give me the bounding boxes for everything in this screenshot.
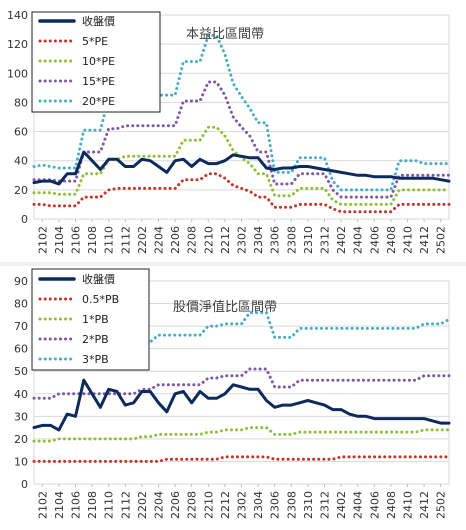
x-tick-label: 2106 bbox=[70, 491, 83, 519]
legend-label: 20*PE bbox=[82, 95, 115, 108]
series-line-3 bbox=[32, 367, 451, 400]
x-tick-label: 2110 bbox=[103, 491, 116, 519]
x-tick-label: 2102 bbox=[36, 226, 49, 254]
x-tick-label: 2212 bbox=[219, 226, 232, 254]
y-tick-label: 40 bbox=[14, 155, 28, 168]
legend-label: 0.5*PB bbox=[82, 293, 119, 306]
series-line-3 bbox=[32, 80, 451, 199]
pe-band-chart-panel: 0 20 40 60 80 100 120 140 2102 2104 2106 2108 2110 21… bbox=[0, 0, 466, 262]
series-line-1 bbox=[32, 172, 451, 214]
y-tick-label: 0 bbox=[21, 478, 28, 491]
x-tick-label: 2408 bbox=[385, 491, 398, 519]
x-tick-label: 2112 bbox=[119, 491, 132, 519]
series-line-2 bbox=[32, 125, 451, 206]
x-tick-label: 2306 bbox=[269, 491, 282, 519]
series-line-2 bbox=[32, 426, 451, 443]
x-tick-label: 2212 bbox=[219, 491, 232, 519]
y-tick-label: 70 bbox=[14, 320, 28, 333]
y-tick-label: 100 bbox=[7, 67, 28, 80]
x-tick-label: 2104 bbox=[53, 491, 66, 519]
x-tick-label: 2302 bbox=[236, 491, 249, 519]
x-tick-label: 2202 bbox=[136, 226, 149, 254]
x-tick-label: 2402 bbox=[335, 226, 348, 254]
x-tick-label: 2306 bbox=[269, 226, 282, 254]
x-tick-label: 2302 bbox=[236, 226, 249, 254]
y-tick-label: 80 bbox=[14, 298, 28, 311]
y-tick-label: 20 bbox=[14, 184, 28, 197]
x-tick-label: 2312 bbox=[319, 226, 332, 254]
legend-label: 1*PB bbox=[82, 313, 109, 326]
y-tick-label: 120 bbox=[7, 38, 28, 51]
chart-title: 股價淨值比區間帶 bbox=[173, 299, 277, 315]
y-tick-label: 30 bbox=[14, 410, 28, 423]
y-tick-label: 90 bbox=[14, 275, 28, 288]
x-tick-label: 2412 bbox=[418, 226, 431, 254]
legend-label: 15*PE bbox=[82, 75, 115, 88]
x-tick-label: 2304 bbox=[252, 226, 265, 254]
x-tick-label: 2208 bbox=[186, 491, 199, 519]
panel-divider bbox=[0, 262, 466, 266]
x-tick-label: 2204 bbox=[153, 491, 166, 519]
x-tick-label: 2106 bbox=[70, 226, 83, 254]
x-tick-label: 2308 bbox=[285, 491, 298, 519]
legend-label: 3*PB bbox=[82, 353, 109, 366]
x-tick-label: 2304 bbox=[252, 491, 265, 519]
x-tick-label: 2108 bbox=[86, 491, 99, 519]
x-tick-label: 2408 bbox=[385, 226, 398, 254]
x-tick-label: 2310 bbox=[302, 491, 315, 519]
y-tick-label: 60 bbox=[14, 343, 28, 356]
legend-label: 2*PB bbox=[82, 333, 109, 346]
legend-label: 收盤價 bbox=[82, 272, 115, 286]
series-line-0 bbox=[32, 150, 451, 186]
series-line-0 bbox=[32, 378, 451, 432]
y-tick-label: 40 bbox=[14, 388, 28, 401]
x-tick-label: 2406 bbox=[368, 491, 381, 519]
x-tick-label: 2202 bbox=[136, 491, 149, 519]
x-tick-label: 2404 bbox=[352, 491, 365, 519]
x-tick-label: 2410 bbox=[402, 491, 415, 519]
x-tick-label: 2410 bbox=[402, 226, 415, 254]
x-tick-label: 2406 bbox=[368, 226, 381, 254]
x-tick-label: 2502 bbox=[435, 226, 448, 254]
x-tick-label: 2412 bbox=[418, 491, 431, 519]
y-tick-label: 60 bbox=[14, 126, 28, 139]
x-tick-label: 2210 bbox=[202, 491, 215, 519]
x-tick-label: 2206 bbox=[169, 226, 182, 254]
x-tick-label: 2404 bbox=[352, 226, 365, 254]
y-tick-label: 10 bbox=[14, 455, 28, 468]
x-tick-label: 2110 bbox=[103, 226, 116, 254]
y-tick-label: 0 bbox=[21, 213, 28, 226]
pe-band-chart: 0 20 40 60 80 100 120 140 2102 2104 2106 2108 2110 21… bbox=[7, 9, 451, 254]
x-tick-label: 2210 bbox=[202, 226, 215, 254]
y-tick-label: 50 bbox=[14, 365, 28, 378]
x-tick-label: 2108 bbox=[86, 226, 99, 254]
series-line-1 bbox=[32, 455, 451, 463]
legend-label: 10*PE bbox=[82, 55, 115, 68]
series-line-4 bbox=[32, 33, 451, 192]
y-tick-label: 20 bbox=[14, 433, 28, 446]
x-tick-label: 2204 bbox=[153, 226, 166, 254]
x-tick-label: 2206 bbox=[169, 491, 182, 519]
x-tick-label: 2104 bbox=[53, 226, 66, 254]
x-tick-label: 2208 bbox=[186, 226, 199, 254]
x-tick-label: 2310 bbox=[302, 226, 315, 254]
legend-box bbox=[31, 11, 161, 113]
y-tick-label: 140 bbox=[7, 9, 28, 22]
chart-title: 本益比區間帶 bbox=[186, 27, 264, 42]
x-tick-label: 2312 bbox=[319, 491, 332, 519]
x-tick-label: 2402 bbox=[335, 491, 348, 519]
x-tick-label: 2112 bbox=[119, 226, 132, 254]
legend-label: 收盤價 bbox=[82, 14, 115, 28]
x-tick-label: 2102 bbox=[36, 491, 49, 519]
y-tick-label: 80 bbox=[14, 96, 28, 109]
x-tick-label: 2502 bbox=[435, 491, 448, 519]
pb-band-chart-panel: 0 10 20 30 40 50 60 70 80 90 2102 2104 2106 2108 2110 2… bbox=[0, 266, 466, 530]
legend-label: 5*PE bbox=[82, 35, 108, 48]
x-tick-label: 2308 bbox=[285, 226, 298, 254]
